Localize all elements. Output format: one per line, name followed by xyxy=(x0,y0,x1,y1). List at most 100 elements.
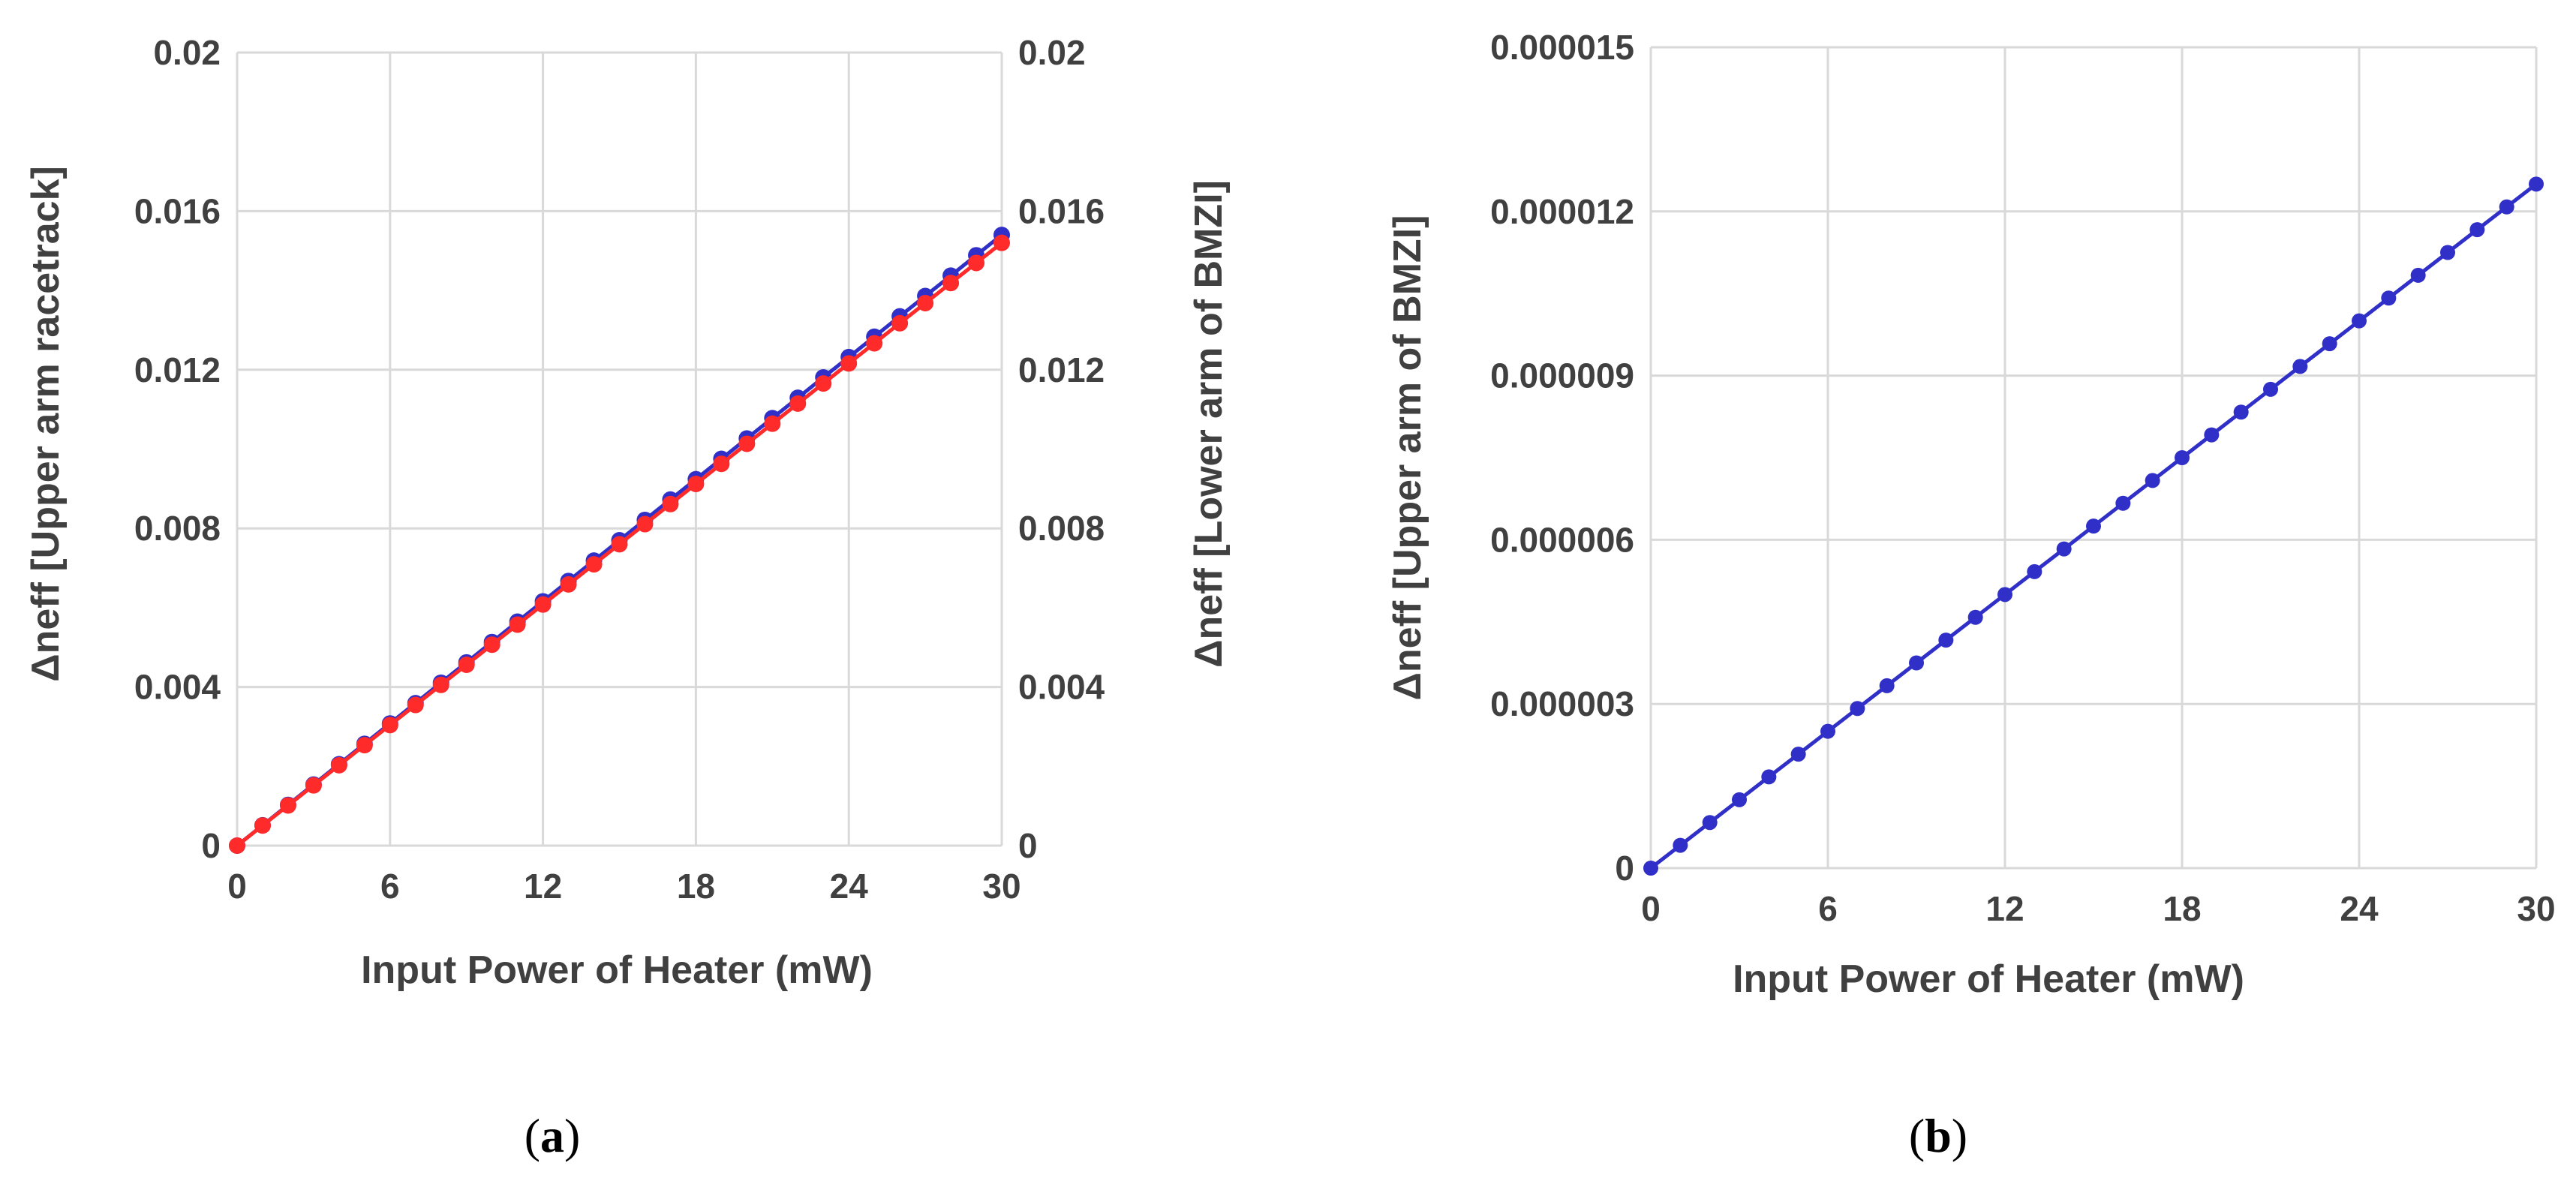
data-point xyxy=(254,817,271,834)
data-point xyxy=(1850,701,1865,717)
chart-a-series xyxy=(229,227,1010,854)
x-tick-label: 6 xyxy=(380,867,400,906)
data-point xyxy=(2145,473,2160,488)
data-point xyxy=(2322,336,2337,352)
caption-b: (b) xyxy=(1909,1109,1967,1162)
x-tick-label: 18 xyxy=(2163,889,2201,928)
y-tick-label: 0.000012 xyxy=(1490,192,1634,231)
data-point xyxy=(2027,563,2042,579)
data-point xyxy=(917,295,934,312)
chart-a-left-y-ticks: 0 0.004 0.008 0.012 0.016 0.02 xyxy=(134,33,221,865)
right-y-tick-label: 0.004 xyxy=(1018,668,1105,707)
data-point xyxy=(356,737,373,754)
data-point xyxy=(1879,678,1895,693)
data-point xyxy=(1761,769,1777,785)
data-point xyxy=(2469,222,2485,238)
y-tick-label: 0.000003 xyxy=(1490,684,1634,723)
data-point xyxy=(636,515,654,533)
y-tick-label: 0.000006 xyxy=(1490,520,1634,559)
data-point xyxy=(789,395,807,412)
data-point xyxy=(891,314,909,332)
x-tick-label: 12 xyxy=(524,867,562,906)
data-point xyxy=(1909,655,1924,671)
series-lower-arm-of-bmzi xyxy=(229,234,1010,854)
y-tick-label: 0 xyxy=(201,826,221,865)
data-point xyxy=(1790,747,1806,762)
data-point xyxy=(687,476,705,493)
data-point xyxy=(2115,495,2131,511)
x-tick-label: 24 xyxy=(830,867,869,906)
data-point xyxy=(611,536,628,553)
chart-a-x-ticks: 0 6 12 18 24 30 xyxy=(227,867,1020,906)
y-tick-label: 0 xyxy=(1615,849,1634,888)
series-upper-arm-of-bmzi xyxy=(1643,176,2544,876)
data-point xyxy=(2175,450,2190,465)
data-point xyxy=(942,275,960,292)
data-point xyxy=(840,355,858,372)
right-y-tick-label: 0 xyxy=(1018,826,1038,865)
data-point xyxy=(458,657,475,674)
x-tick-label: 0 xyxy=(227,867,247,906)
data-point xyxy=(2529,176,2544,192)
chart-a: 0 6 12 18 24 30 0 0.004 0.008 0.012 0.016 0.02 0 0.… xyxy=(24,33,1231,992)
data-point xyxy=(2352,313,2367,329)
x-tick-label: 18 xyxy=(677,867,715,906)
y-tick-label: 0.012 xyxy=(134,350,221,389)
data-point xyxy=(305,777,322,794)
right-y-tick-label: 0.02 xyxy=(1018,33,1086,72)
data-point xyxy=(2086,518,2101,534)
chart-b-x-ticks: 0 6 12 18 24 30 xyxy=(1641,889,2555,928)
data-point xyxy=(2204,427,2220,443)
x-tick-label: 30 xyxy=(2517,889,2555,928)
y-tick-label: 0.02 xyxy=(153,33,221,72)
chart-a-right-y-axis-label: Δneff [Lower arm of BMZI] xyxy=(1187,180,1231,668)
data-point xyxy=(509,616,526,633)
data-point xyxy=(483,636,500,654)
chart-b-y-ticks: 0 0.000003 0.000006 0.000009 0.000012 0.00001… xyxy=(1490,28,1634,888)
data-point xyxy=(585,556,603,573)
right-y-tick-label: 0.008 xyxy=(1018,509,1105,548)
x-tick-label: 12 xyxy=(1985,889,2024,928)
y-tick-label: 0.000015 xyxy=(1490,28,1634,67)
data-point xyxy=(1673,837,1688,853)
data-point xyxy=(662,495,679,512)
chart-b: 0 6 12 18 24 30 0 0.000003 0.000006 0.000009 0.00… xyxy=(1386,28,2556,1001)
data-point xyxy=(560,575,577,593)
chart-b-grid xyxy=(1649,46,2538,870)
data-point xyxy=(968,254,985,272)
chart-b-series xyxy=(1643,176,2544,876)
x-tick-label: 0 xyxy=(1641,889,1661,928)
x-tick-label: 6 xyxy=(1818,889,1838,928)
data-point xyxy=(330,756,347,774)
chart-a-right-y-ticks: 0 0.004 0.008 0.012 0.016 0.02 xyxy=(1018,33,1105,865)
chart-a-x-axis-label: Input Power of Heater (mW) xyxy=(361,948,873,992)
data-point xyxy=(2440,245,2455,260)
data-point xyxy=(1997,587,2012,603)
data-point xyxy=(866,335,883,352)
data-point xyxy=(1643,861,1658,876)
data-point xyxy=(764,415,781,432)
data-point xyxy=(2292,359,2308,374)
x-tick-label: 30 xyxy=(982,867,1020,906)
data-point xyxy=(993,234,1010,251)
data-point xyxy=(534,596,552,613)
right-y-tick-label: 0.016 xyxy=(1018,191,1105,230)
chart-a-left-y-axis-label: Δneff [Upper arm racetrack] xyxy=(24,166,68,682)
caption-a: (a) xyxy=(525,1109,581,1162)
data-point xyxy=(2499,199,2514,215)
data-point xyxy=(713,455,730,473)
data-point xyxy=(2410,267,2426,283)
data-point xyxy=(1967,609,1983,625)
y-tick-label: 0.016 xyxy=(134,191,221,230)
data-point xyxy=(381,717,398,734)
data-point xyxy=(2381,290,2397,306)
data-point xyxy=(407,696,424,714)
data-point xyxy=(1702,815,1718,831)
y-tick-label: 0.008 xyxy=(134,509,221,548)
chart-b-x-axis-label: Input Power of Heater (mW) xyxy=(1733,957,2244,1001)
data-point xyxy=(815,375,832,392)
data-point xyxy=(2233,404,2249,420)
data-point xyxy=(1938,633,1954,648)
data-point xyxy=(738,435,756,452)
